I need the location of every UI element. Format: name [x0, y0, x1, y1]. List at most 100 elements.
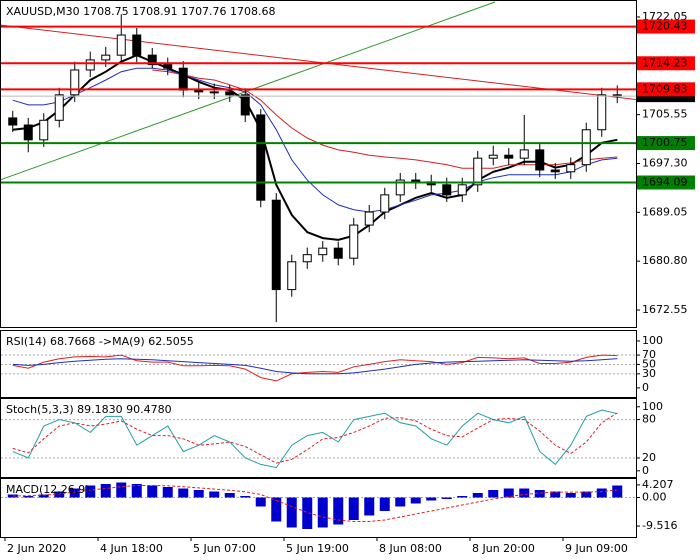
indicator-line — [12, 67, 618, 213]
macd-bar — [488, 490, 499, 498]
macd-bar — [302, 497, 313, 529]
macd-bar — [364, 497, 375, 516]
macd-bar — [457, 496, 468, 498]
panel-frame — [0, 0, 637, 328]
y-tick-label: 1689.05 — [642, 205, 688, 218]
indicator-line — [12, 485, 618, 522]
macd-bar — [286, 497, 297, 528]
macd-bar — [426, 497, 437, 501]
candle-body — [287, 261, 297, 291]
y-tick-label: 1705.55 — [642, 108, 688, 121]
x-tick-label: 9 Jun 09:00 — [565, 542, 628, 555]
x-tick-label: 8 Jun 20:00 — [472, 542, 535, 555]
macd-bar — [317, 497, 328, 528]
level-box — [637, 175, 695, 190]
candle-body — [194, 89, 204, 93]
indicator-line — [12, 358, 618, 375]
candle-body — [318, 247, 328, 256]
candle-body — [473, 157, 483, 186]
macd-bar — [131, 484, 142, 498]
macd-bar — [23, 496, 34, 498]
candle-body — [147, 54, 157, 66]
y-tick-label: 50 — [642, 357, 656, 370]
y-tick-label: 70 — [642, 348, 656, 361]
macd-bar — [379, 497, 390, 511]
macd-bar — [240, 496, 251, 498]
y-tick-label: 1697.30 — [642, 156, 688, 169]
macd-bar — [193, 490, 204, 498]
panel-frame — [0, 478, 637, 538]
macd-bar — [85, 485, 96, 498]
y-tick-label: 20 — [642, 451, 656, 464]
macd-bar — [333, 497, 344, 525]
x-tick-label: 4 Jun 18:00 — [100, 542, 163, 555]
candle-body — [271, 199, 281, 291]
macd-bar — [410, 497, 421, 504]
macd-bar — [54, 491, 65, 498]
plot-area — [1, 354, 636, 382]
level-label: 1709.83 — [642, 82, 688, 95]
y-tick-label: 0.00 — [642, 491, 667, 504]
candle-body — [504, 154, 514, 159]
candle-body — [39, 119, 49, 141]
indicator-line — [12, 409, 618, 469]
macd-bar — [162, 487, 173, 498]
level-label: 1700.75 — [642, 136, 688, 149]
candle-body — [395, 179, 405, 196]
macd-bar — [7, 494, 18, 498]
macd-bar — [550, 491, 561, 498]
level-label: 1714.23 — [642, 56, 688, 69]
panel-frame — [0, 398, 637, 478]
y-tick-label: 0 — [642, 381, 649, 394]
macd-bar — [348, 497, 359, 520]
candle-body — [364, 211, 374, 226]
level-box — [637, 136, 695, 151]
candle-body — [163, 64, 173, 69]
candle-body — [132, 34, 142, 56]
candle-body — [240, 94, 250, 116]
candle-body — [581, 129, 591, 166]
macd-bar — [271, 497, 282, 522]
level-label: 1694.09 — [642, 175, 688, 188]
candle-body — [457, 184, 467, 196]
macd-bar — [519, 488, 530, 498]
level-box — [637, 82, 695, 97]
candle-body — [349, 224, 359, 259]
candle-body — [54, 94, 64, 121]
candle-body — [8, 117, 18, 126]
candle-body — [101, 54, 111, 61]
candle-body — [566, 164, 576, 173]
candle-body — [519, 149, 529, 159]
y-tick-label: 30 — [642, 367, 656, 380]
y-tick-label: 1672.55 — [642, 303, 688, 316]
level-label: 1720.43 — [642, 20, 688, 33]
macd-bar — [612, 485, 623, 498]
y-tick-label: 0 — [642, 464, 649, 477]
candle-body — [70, 69, 80, 96]
x-tick-label: 8 Jun 08:00 — [379, 542, 442, 555]
candle-body — [550, 169, 560, 173]
candle-body — [442, 184, 452, 196]
macd-bar — [100, 484, 111, 498]
macd-bar — [503, 488, 514, 498]
plot-area — [1, 14, 636, 323]
candle-body — [225, 91, 235, 96]
candle-body — [256, 114, 266, 201]
macd-bar — [565, 493, 576, 498]
plot-area — [1, 409, 636, 469]
y-tick-label: 4.207 — [642, 478, 674, 491]
candle-body — [116, 34, 126, 56]
y-tick-label: 100 — [642, 400, 663, 413]
macd-bar — [255, 497, 266, 507]
candle-body — [178, 67, 188, 91]
panel-title: RSI(14) 68.7668 ->MA(9) 62.5055 — [6, 335, 194, 348]
level-box — [637, 19, 695, 34]
candle-body — [535, 149, 545, 171]
macd-bar — [116, 482, 127, 498]
indicator-line — [12, 412, 618, 464]
macd-bar — [209, 491, 220, 498]
candle-body — [302, 254, 312, 263]
macd-bar — [534, 490, 545, 498]
